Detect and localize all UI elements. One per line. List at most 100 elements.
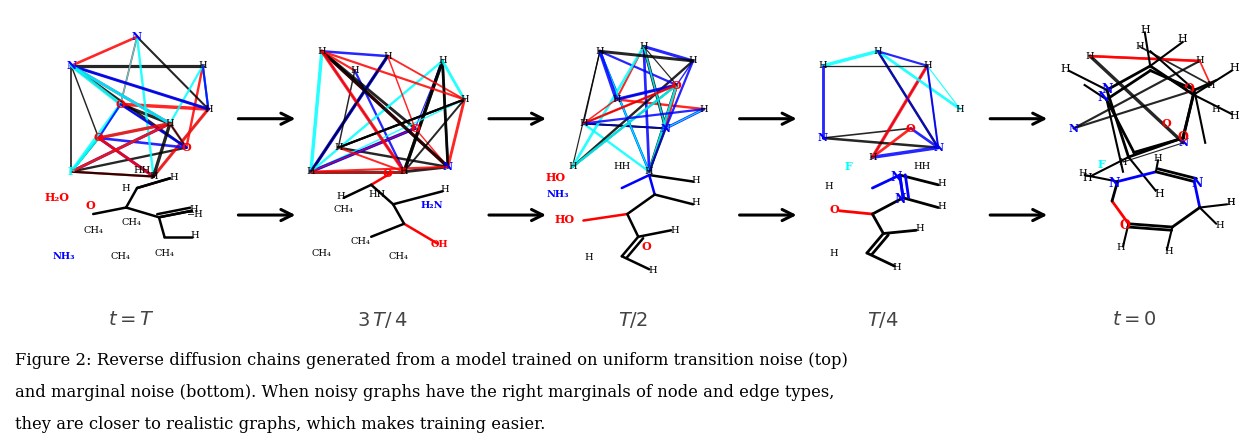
Text: and marginal noise (bottom). When noisy graphs have the right marginals of node : and marginal noise (bottom). When noisy … [15, 384, 834, 401]
Text: H: H [611, 95, 620, 104]
Text: H₂O: H₂O [45, 192, 69, 203]
Text: H: H [568, 162, 576, 172]
Text: O: O [1183, 83, 1194, 96]
Text: they are closer to realistic graphs, which makes training easier.: they are closer to realistic graphs, whi… [15, 416, 545, 433]
Text: H: H [1165, 246, 1173, 255]
Text: H: H [1116, 243, 1125, 252]
Text: N: N [660, 123, 670, 134]
Text: N: N [66, 60, 76, 71]
Text: O: O [115, 99, 125, 110]
Text: H: H [165, 119, 174, 128]
Text: F: F [68, 166, 75, 177]
Text: N: N [1178, 137, 1188, 148]
Text: =H: =H [187, 210, 203, 219]
Text: H: H [1078, 169, 1086, 178]
Text: Figure 2: Reverse diffusion chains generated from a model trained on uniform tra: Figure 2: Reverse diffusion chains gener… [15, 352, 848, 369]
Text: H: H [690, 198, 699, 207]
Text: H: H [829, 249, 838, 258]
Text: H: H [149, 172, 158, 181]
Text: H: H [440, 185, 449, 194]
Text: H: H [868, 153, 877, 162]
Text: CH₄: CH₄ [122, 218, 142, 227]
Text: OH: OH [430, 240, 449, 249]
Text: H: H [190, 231, 199, 240]
Text: O: O [829, 204, 840, 215]
Text: H: H [1227, 198, 1234, 207]
Text: $t = T$: $t = T$ [108, 311, 155, 329]
Text: HO: HO [555, 214, 575, 225]
Text: H: H [1154, 154, 1163, 164]
Text: H: H [439, 56, 447, 65]
Text: O: O [1120, 219, 1130, 232]
Text: HH: HH [613, 162, 630, 171]
Text: $3\,T/\,4$: $3\,T/\,4$ [357, 310, 407, 330]
Text: O: O [85, 200, 95, 211]
Text: H: H [689, 56, 698, 65]
Text: $T/4$: $T/4$ [867, 310, 900, 330]
Text: H: H [1135, 42, 1144, 51]
Text: N: N [1109, 177, 1120, 190]
Text: H: H [937, 202, 946, 211]
Text: HH: HH [368, 190, 386, 199]
Text: CH₄: CH₄ [110, 252, 130, 261]
Text: H: H [336, 192, 345, 201]
Text: H: H [923, 61, 931, 70]
Text: H: H [873, 47, 882, 56]
Text: H: H [400, 167, 408, 176]
Text: H: H [1154, 189, 1164, 198]
Text: H: H [1140, 25, 1150, 34]
Text: H: H [198, 61, 207, 70]
Text: N: N [818, 133, 828, 143]
Text: H: H [1212, 104, 1220, 114]
Text: N: N [132, 31, 142, 43]
Text: HH: HH [134, 166, 152, 175]
Text: H: H [1119, 158, 1128, 167]
Text: O: O [410, 123, 420, 134]
Text: H: H [1230, 111, 1239, 121]
Text: N: N [442, 161, 454, 172]
Text: H: H [1178, 34, 1188, 44]
Text: H: H [670, 226, 679, 235]
Text: H: H [383, 52, 392, 60]
Text: H: H [189, 205, 198, 214]
Text: N: N [891, 171, 902, 184]
Text: H: H [824, 182, 833, 191]
Text: H₂N: H₂N [420, 201, 442, 210]
Text: N: N [1069, 123, 1079, 134]
Text: H: H [1195, 56, 1204, 65]
Text: CH₄: CH₄ [83, 226, 103, 235]
Text: H: H [915, 224, 923, 233]
Text: H: H [648, 266, 657, 275]
Text: H: H [690, 176, 699, 185]
Text: O: O [906, 123, 916, 134]
Text: CH₄: CH₄ [388, 252, 408, 261]
Text: N: N [1098, 91, 1109, 104]
Text: H: H [1230, 63, 1239, 73]
Text: H: H [645, 167, 654, 176]
Text: O: O [672, 79, 682, 90]
Text: CH₄: CH₄ [312, 249, 332, 258]
Text: H: H [892, 263, 901, 272]
Text: F: F [1098, 159, 1105, 169]
Text: H: H [937, 179, 946, 188]
Text: HH: HH [913, 162, 931, 171]
Text: H: H [1215, 220, 1224, 229]
Text: N: N [933, 142, 944, 153]
Text: H: H [335, 143, 342, 152]
Text: CH₄: CH₄ [351, 237, 370, 246]
Text: $t = 0$: $t = 0$ [1111, 311, 1157, 329]
Text: H: H [1083, 173, 1093, 183]
Text: O: O [642, 241, 650, 252]
Text: O: O [94, 133, 104, 143]
Text: H: H [317, 47, 326, 56]
Text: H: H [204, 104, 213, 114]
Text: O: O [1178, 131, 1188, 144]
Text: O: O [1162, 118, 1172, 129]
Text: N: N [1192, 177, 1203, 190]
Text: H: H [956, 104, 965, 114]
Text: H: H [699, 104, 708, 114]
Text: NH₃: NH₃ [53, 252, 75, 261]
Text: H: H [122, 184, 130, 193]
Text: HO: HO [546, 172, 566, 182]
Text: H: H [639, 42, 648, 51]
